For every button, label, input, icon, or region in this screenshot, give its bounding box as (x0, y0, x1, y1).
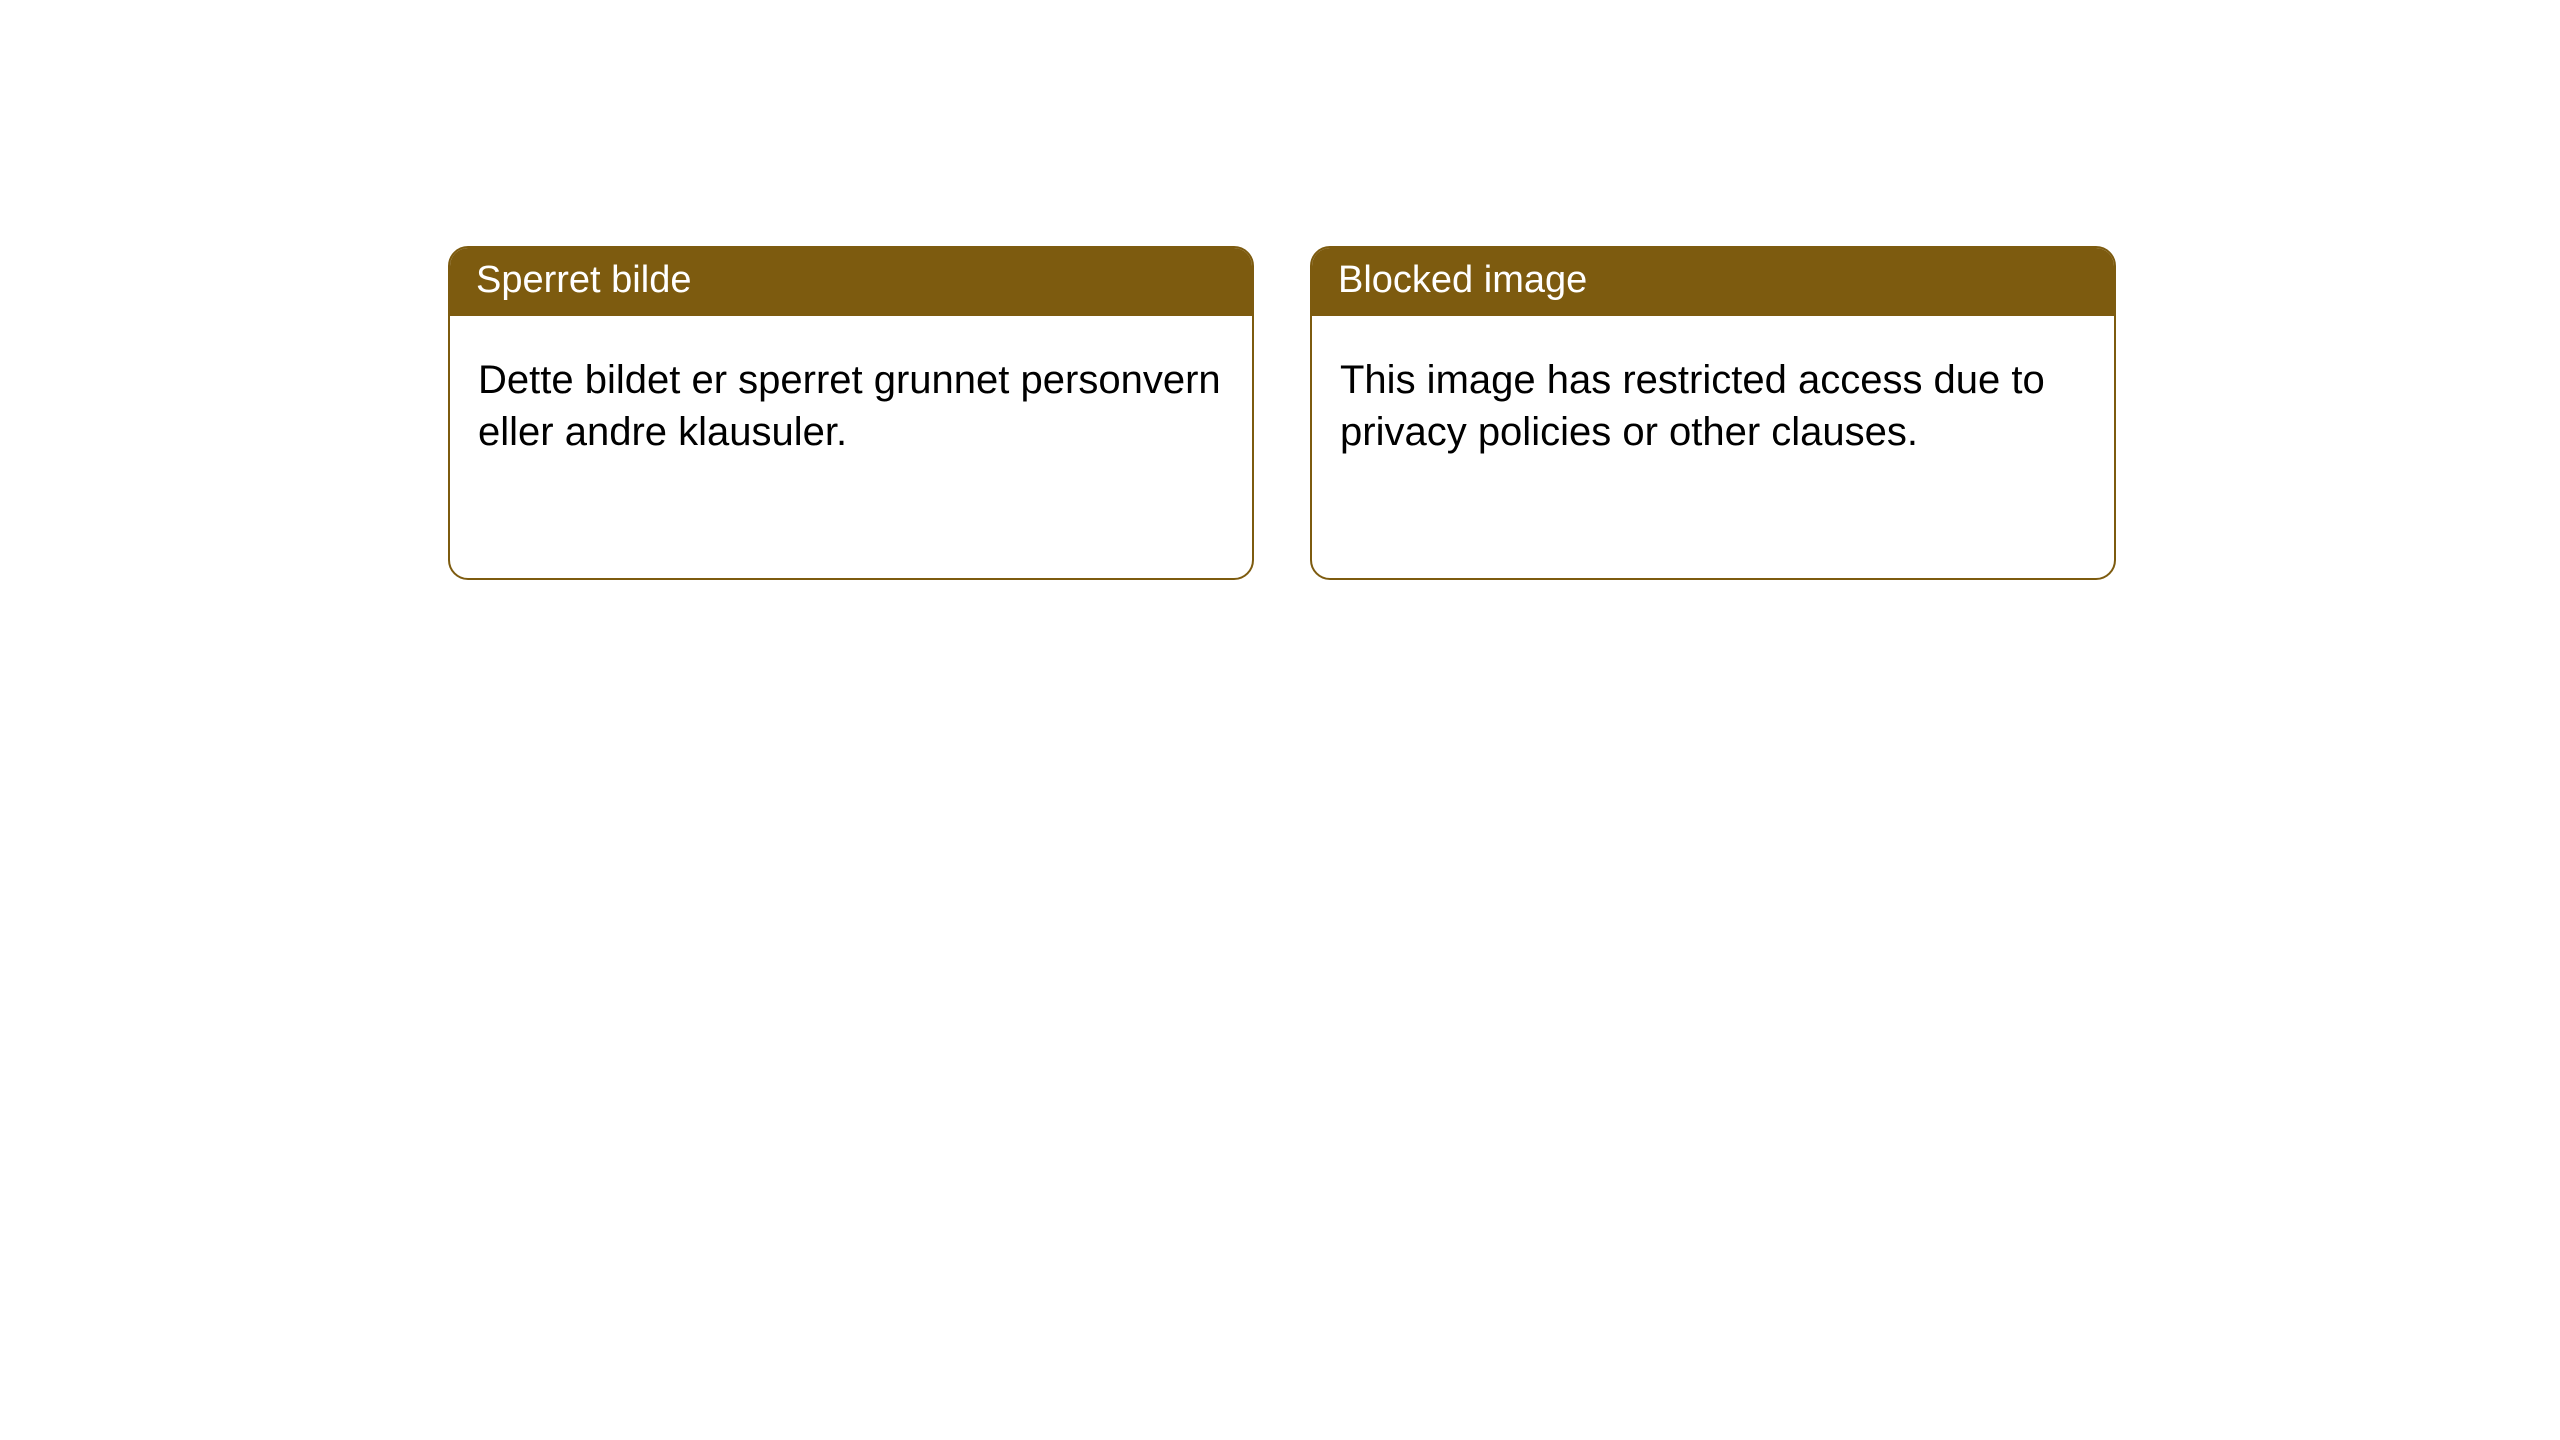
notice-card-norwegian: Sperret bilde Dette bildet er sperret gr… (448, 246, 1254, 580)
notice-card-body: This image has restricted access due to … (1312, 316, 2114, 486)
notice-card-title: Sperret bilde (450, 248, 1252, 316)
notice-cards-container: Sperret bilde Dette bildet er sperret gr… (0, 0, 2560, 580)
notice-card-body: Dette bildet er sperret grunnet personve… (450, 316, 1252, 486)
notice-card-english: Blocked image This image has restricted … (1310, 246, 2116, 580)
notice-card-title: Blocked image (1312, 248, 2114, 316)
